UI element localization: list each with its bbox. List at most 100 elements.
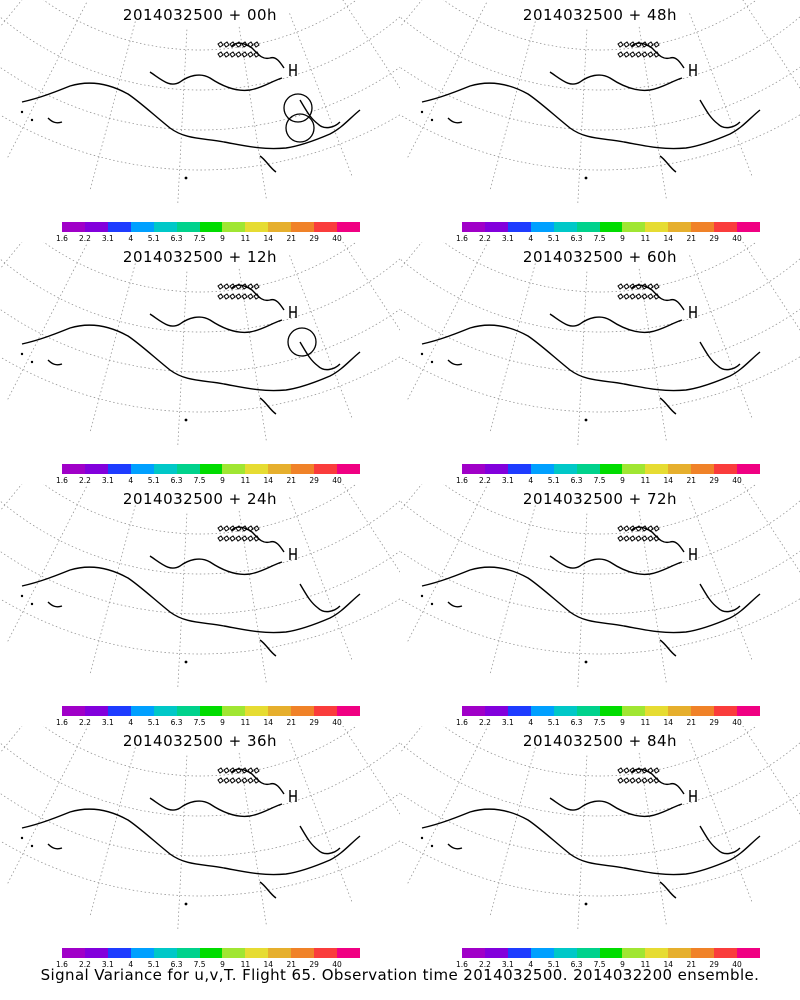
colorbar-swatch (737, 464, 760, 474)
meridian-line (777, 726, 800, 807)
meridian-line (689, 13, 753, 177)
coastline (549, 797, 683, 818)
colorbar-tick-label: 14 (663, 718, 674, 727)
colorbar-tick-label: 3.1 (101, 718, 114, 727)
variance-contour (604, 899, 656, 923)
meridian-line (400, 484, 423, 512)
island (653, 525, 660, 532)
variance-contour (604, 415, 656, 439)
colorbar-tick-label: 3.1 (501, 960, 514, 969)
variance-contour (600, 402, 640, 422)
meridian-line (89, 505, 136, 675)
variance-contour (691, 318, 715, 362)
colorbar-swatch (245, 222, 269, 232)
colorbar-swatch (599, 706, 623, 716)
colorbar-tick-label: 5.1 (547, 476, 560, 485)
colorbar-tick-label: 1.6 (56, 234, 68, 243)
variance-contour (604, 598, 640, 618)
variance-contour (516, 795, 544, 813)
variance-contour (691, 802, 715, 846)
colorbar (62, 464, 360, 474)
colorbar-tick-label: 3.1 (501, 476, 514, 485)
island (235, 767, 242, 774)
colorbar-tick-label: 1.6 (456, 960, 468, 969)
colorbar-swatch (153, 706, 177, 716)
colorbar-swatch (576, 948, 600, 958)
colorbar-swatch (507, 222, 531, 232)
meridian-line (377, 242, 400, 323)
coastline (447, 359, 463, 366)
colorbar-swatch (622, 948, 646, 958)
observation-circle (285, 113, 315, 143)
variance-contour (691, 76, 715, 120)
colorbar-swatch (245, 464, 269, 474)
colorbar-swatch (130, 706, 154, 716)
coastline (699, 583, 741, 613)
island (20, 352, 24, 356)
variance-contour (516, 553, 544, 571)
colorbar-tick-label: 7.5 (193, 718, 206, 727)
variance-contour (410, 756, 790, 768)
variance-contour (680, 780, 720, 832)
colorbar-swatch (668, 706, 692, 716)
colorbar-tick-label: 6.3 (170, 960, 183, 969)
island (235, 525, 242, 532)
colorbar-tick-label: 11 (640, 476, 651, 485)
variance-contour (195, 654, 215, 670)
colorbar-tick-label: 5.1 (147, 234, 160, 243)
variance-contour (108, 771, 152, 791)
coastline (631, 526, 685, 553)
variance-contour (600, 596, 720, 652)
meridian-line (6, 2, 87, 159)
meridian-line (89, 21, 136, 191)
colorbar-tick-label: 2.2 (478, 476, 491, 485)
coastline (421, 566, 761, 634)
island (247, 535, 254, 542)
colorbar (462, 706, 760, 716)
variance-contour (560, 591, 600, 617)
colorbar-tick-label: 4 (528, 718, 534, 727)
latitude-line (400, 742, 800, 817)
colorbar-swatch (291, 222, 315, 232)
colorbar-swatch (84, 706, 108, 716)
coastline (299, 341, 341, 371)
variance-contour (410, 514, 790, 526)
island (241, 525, 248, 532)
variance-contour (648, 819, 672, 843)
variance-contour (610, 104, 654, 132)
map-plot (400, 242, 800, 447)
colorbar-swatch (268, 464, 292, 474)
variance-contour (508, 45, 552, 65)
colorbar-swatch (62, 706, 85, 716)
meridian-line (377, 726, 400, 807)
variance-contour (581, 344, 609, 364)
meridian-line (406, 486, 487, 643)
colorbar-tick-label: 7.5 (593, 718, 606, 727)
colorbar-swatch (553, 948, 577, 958)
meridian-line (89, 747, 136, 917)
variance-contour (600, 886, 640, 906)
colorbar-tick-label: 2.2 (478, 960, 491, 969)
variance-contour (648, 335, 672, 359)
colorbar-swatch (553, 706, 577, 716)
meridian-line (289, 255, 353, 419)
latitude-line (400, 598, 800, 655)
colorbar-tick-label: 21 (286, 718, 296, 727)
map-panel-36h: 2014032500 + 36h 1.6 2.2 3.1 4 5.1 6.3 7.5 9 11 1… (0, 726, 400, 969)
variance-contour (204, 598, 240, 618)
colorbar-swatch (268, 948, 292, 958)
colorbar-tick-label: 9 (220, 718, 225, 727)
colorbar-tick-label: 5.1 (147, 476, 160, 485)
colorbar-swatch (222, 464, 246, 474)
island (30, 360, 34, 364)
colorbar-swatch (245, 948, 269, 958)
colorbar-tick-label: 40 (332, 960, 342, 969)
latitude-line (400, 356, 800, 413)
colorbar-swatch (153, 464, 177, 474)
island (217, 283, 224, 290)
colorbar-swatch (153, 948, 177, 958)
latitude-line (400, 308, 800, 373)
latitude-line (0, 550, 400, 615)
colorbar-swatch (337, 222, 360, 232)
meridian-line (289, 739, 353, 903)
